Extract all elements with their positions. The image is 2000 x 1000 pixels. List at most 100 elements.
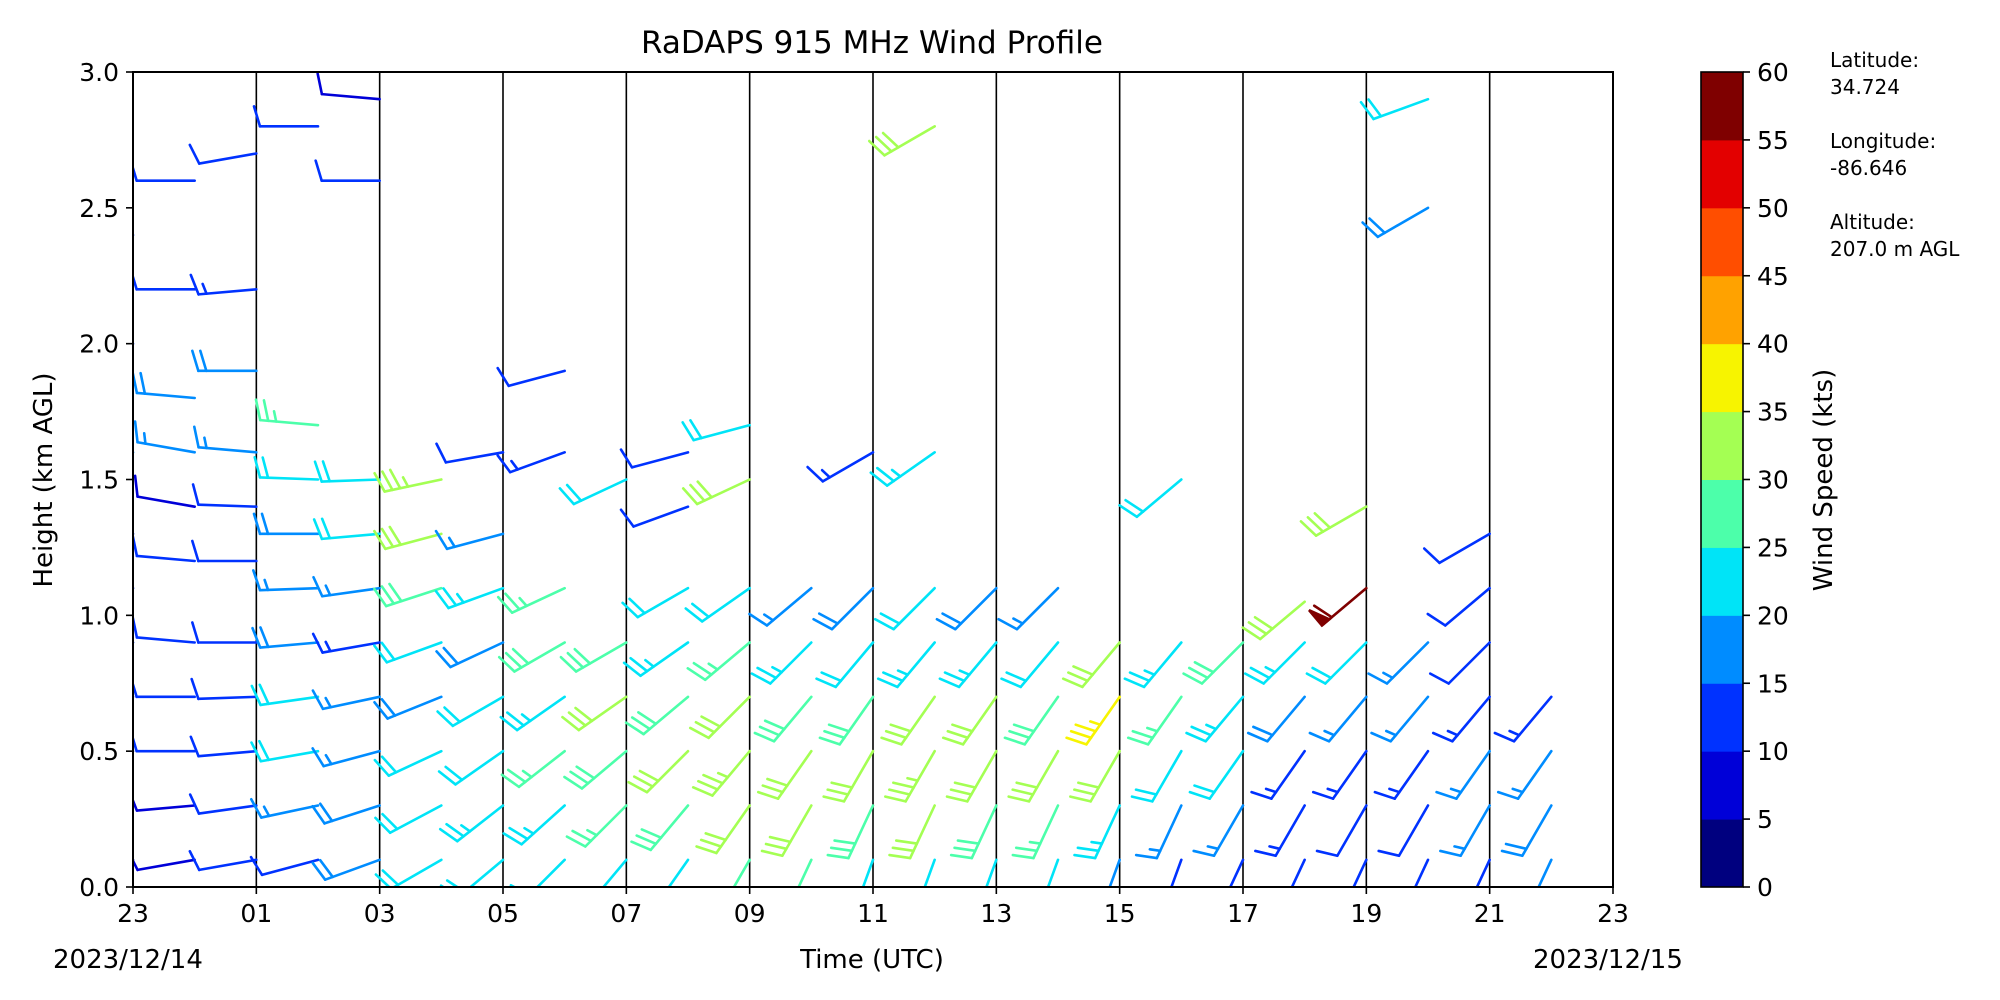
barb-full <box>191 349 200 373</box>
barb-half <box>401 476 410 488</box>
barb-staff <box>985 858 998 887</box>
barb-staff <box>1516 749 1553 800</box>
wind-barb <box>822 749 875 803</box>
barb-staff <box>320 478 381 483</box>
wind-barb <box>312 575 381 598</box>
barb-full <box>1312 604 1334 619</box>
barb-full <box>935 617 957 631</box>
barb-staff <box>700 586 751 623</box>
barb-full <box>768 835 792 844</box>
barb-staff <box>1324 641 1368 685</box>
wind-barb <box>252 105 320 128</box>
barb-full <box>894 839 919 845</box>
barb-full <box>1074 723 1097 733</box>
barb-half <box>906 776 919 782</box>
wind-barb <box>311 858 381 881</box>
y-tick-label: 0.0 <box>79 873 119 902</box>
barb-full <box>876 677 899 689</box>
barb-full <box>1253 615 1274 631</box>
barb-full <box>1076 846 1100 853</box>
wind-barb <box>884 749 936 803</box>
barb-full <box>445 822 465 838</box>
barb-staff <box>133 233 135 237</box>
barb-full <box>188 849 201 872</box>
wind-barb <box>133 695 135 699</box>
wind-barb <box>436 695 505 728</box>
wind-barb <box>191 621 258 644</box>
barb-full <box>373 471 386 493</box>
barb-full <box>372 587 388 608</box>
barb-half <box>1146 726 1159 733</box>
wind-barb <box>191 539 258 563</box>
barb-full <box>763 719 786 731</box>
barb-staff <box>769 641 813 685</box>
barb-half <box>1206 845 1220 851</box>
wind-barb <box>133 534 196 563</box>
wind-barb <box>1192 804 1245 858</box>
wind-barb <box>1073 804 1121 860</box>
barb-full <box>958 906 979 907</box>
barb-half <box>201 282 208 295</box>
barb-full <box>888 788 911 796</box>
wind-barb <box>372 582 443 608</box>
barb-half <box>763 613 775 622</box>
barb-full <box>635 834 658 846</box>
barb-half <box>1446 729 1459 737</box>
barb-full <box>1008 729 1031 740</box>
barb-half <box>447 536 457 549</box>
colorbar-tick-label: 50 <box>1757 194 1789 223</box>
barb-full <box>1315 849 1339 858</box>
barb-staff <box>966 749 998 803</box>
wind-barb <box>619 448 690 469</box>
wind-barb <box>1361 206 1430 239</box>
barb-full <box>1308 731 1331 743</box>
barb-staff <box>1046 858 1060 887</box>
barb-full <box>949 853 974 860</box>
wind-barb <box>667 858 690 887</box>
barb-full <box>504 651 523 669</box>
barb-staff <box>885 451 936 487</box>
barb-half <box>707 662 719 671</box>
wind-barb <box>1377 804 1430 858</box>
y-tick-label: 3.0 <box>79 58 119 87</box>
barb-full <box>835 906 856 907</box>
barb-staff <box>258 476 320 481</box>
wind-barb <box>1003 695 1060 746</box>
barb-full <box>1243 672 1265 685</box>
barb-staff <box>197 288 258 296</box>
barb-staff <box>1376 206 1430 239</box>
wind-barb <box>1011 804 1060 860</box>
wind-barb <box>133 615 196 644</box>
barb-full <box>748 612 769 627</box>
barb-full <box>766 909 787 912</box>
barb-full <box>941 736 965 746</box>
barb-staff <box>1314 505 1368 537</box>
barb-full <box>1247 621 1268 636</box>
wind-barb <box>997 586 1060 631</box>
barb-staff <box>830 586 875 631</box>
y-tick-label: 1.5 <box>79 466 119 495</box>
barb-full <box>822 795 846 803</box>
barb-full <box>629 656 649 673</box>
wind-barb <box>1130 749 1183 803</box>
barb-staff <box>1093 804 1121 860</box>
barb-full <box>832 913 853 914</box>
barb-staff <box>1438 532 1491 565</box>
wind-barb <box>189 273 258 296</box>
barb-staff <box>258 586 320 592</box>
barb-full <box>818 736 842 746</box>
barb-staff <box>1015 586 1060 631</box>
latitude-value: 34.724 <box>1830 75 1900 99</box>
longitude-label: Longitude: <box>1830 129 1936 153</box>
barb-staff <box>1108 858 1121 887</box>
barb-full <box>897 906 918 907</box>
barb-full <box>1187 666 1209 680</box>
barb-staff <box>136 440 196 454</box>
barb-full <box>1311 666 1333 680</box>
wind-barb <box>133 474 196 508</box>
barb-staff <box>711 749 751 797</box>
barb-half <box>455 592 465 604</box>
barb-full <box>1130 795 1154 803</box>
barb-full <box>946 729 969 740</box>
barb-full <box>1128 671 1151 683</box>
